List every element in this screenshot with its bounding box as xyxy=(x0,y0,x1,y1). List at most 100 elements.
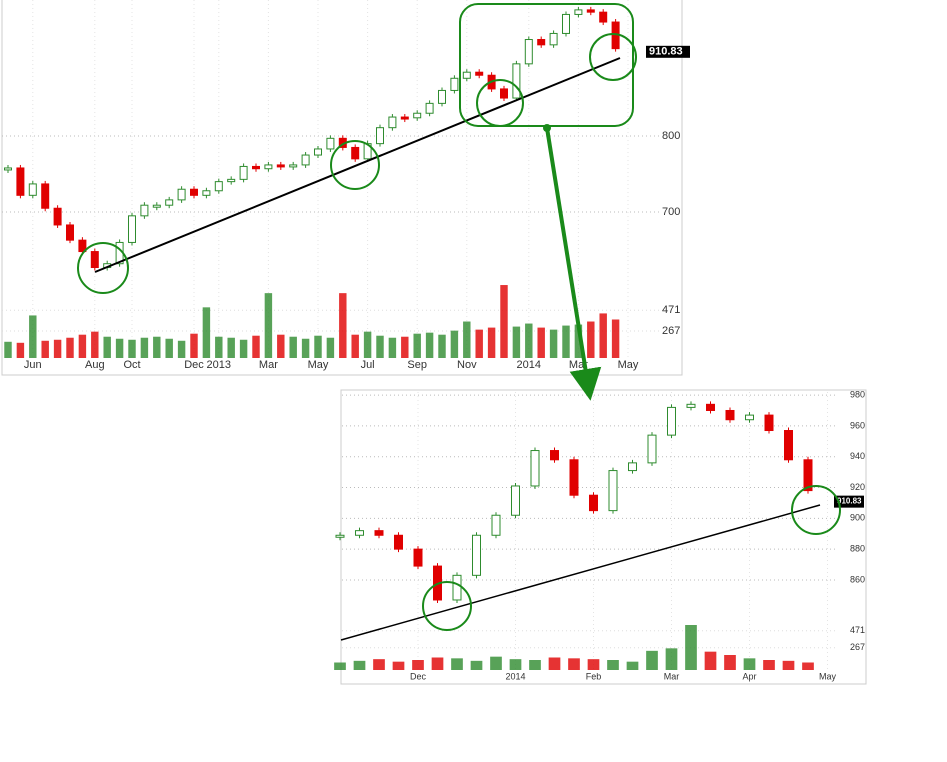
candle xyxy=(608,470,618,512)
volume-bar xyxy=(227,337,235,358)
candle xyxy=(165,199,174,206)
volume-bar xyxy=(470,660,483,670)
candle xyxy=(374,530,384,536)
candle xyxy=(803,459,813,492)
volume-bar xyxy=(413,333,421,358)
volume-bar xyxy=(376,335,384,358)
candle xyxy=(53,207,62,226)
candle xyxy=(239,165,248,180)
volume-bar xyxy=(339,293,347,358)
candle xyxy=(16,167,25,196)
volume-bar xyxy=(438,334,446,358)
candle xyxy=(227,178,236,183)
candle xyxy=(686,403,696,408)
candle xyxy=(491,514,501,536)
y-tick-label: 920 xyxy=(850,482,865,492)
volume-bar xyxy=(802,662,814,670)
candle xyxy=(512,63,521,99)
candle xyxy=(351,146,360,160)
volume-bar xyxy=(587,321,595,358)
candle xyxy=(326,137,335,150)
volume-bar xyxy=(128,339,136,358)
volume-bar xyxy=(425,332,434,358)
candle xyxy=(586,9,595,13)
volume-bar xyxy=(607,660,619,670)
candle xyxy=(524,39,533,65)
volume-bar xyxy=(177,340,186,358)
candle xyxy=(475,71,484,76)
x-tick-label: Dec xyxy=(184,359,204,371)
volume-bar xyxy=(704,651,717,670)
candle xyxy=(550,450,559,461)
volume-bar xyxy=(412,660,424,670)
candle xyxy=(214,181,223,192)
volume-bar xyxy=(289,336,297,358)
volume-bar xyxy=(41,340,49,358)
volume-bar xyxy=(587,659,600,670)
volume-bar xyxy=(463,321,471,358)
candle xyxy=(452,574,462,601)
volume-bar xyxy=(509,659,522,670)
candle xyxy=(425,102,434,114)
volume-bar xyxy=(351,334,359,358)
volume-bar xyxy=(450,330,459,358)
candle xyxy=(725,409,735,421)
y-tick-label: 940 xyxy=(850,451,865,461)
candle xyxy=(388,116,397,129)
y2-tick-label: 471 xyxy=(662,304,680,316)
last-price-label: 910.83 xyxy=(649,46,683,58)
x-tick-label: 2014 xyxy=(505,671,525,681)
x-tick-label: Jun xyxy=(24,359,42,371)
volume-bar xyxy=(562,325,570,358)
candle xyxy=(511,485,520,516)
x-tick-label: Dec xyxy=(410,671,427,681)
candle xyxy=(549,32,558,46)
x-tick-label: Apr xyxy=(742,671,756,681)
volume-bar xyxy=(252,335,260,358)
volume-bar xyxy=(66,337,74,358)
volume-bar xyxy=(401,336,409,358)
candle xyxy=(745,414,754,421)
volume-bar xyxy=(537,327,545,358)
candle xyxy=(574,9,583,15)
candle xyxy=(500,88,508,99)
y-tick-label: 980 xyxy=(850,389,865,399)
candle xyxy=(140,204,149,217)
y-tick-label: 800 xyxy=(662,130,680,142)
volume-bar xyxy=(475,329,483,358)
candle xyxy=(289,164,298,168)
volume-bar xyxy=(326,337,335,358)
candle xyxy=(335,534,345,538)
y2-tick-label: 471 xyxy=(850,625,865,635)
volume-bar xyxy=(91,331,99,358)
volume-bar xyxy=(665,648,678,670)
volume-bar xyxy=(646,650,658,670)
candle xyxy=(78,239,87,253)
volume-bar xyxy=(239,339,248,358)
volume-bar xyxy=(202,307,211,358)
trend-line xyxy=(94,57,621,273)
candle xyxy=(462,71,471,79)
volume-bar xyxy=(743,658,756,670)
last-price-marker xyxy=(834,495,864,508)
y-tick-label: 860 xyxy=(850,574,865,584)
candle xyxy=(264,164,273,170)
candle xyxy=(66,224,74,241)
candle xyxy=(562,13,570,34)
candle xyxy=(276,164,285,168)
volume-bar xyxy=(140,337,149,358)
volume-bar xyxy=(153,336,161,358)
x-tick-label: Nov xyxy=(457,359,477,371)
volume-bar xyxy=(277,334,285,358)
volume-bar xyxy=(548,657,561,670)
volume-bar xyxy=(487,327,496,358)
x-tick-label: 2014 xyxy=(517,359,541,371)
volume-bar xyxy=(264,293,273,358)
candle xyxy=(400,116,409,120)
volume-bar xyxy=(724,655,736,670)
candle xyxy=(569,459,579,496)
x-tick-label: May xyxy=(308,359,329,371)
candle xyxy=(90,251,99,269)
candle xyxy=(252,165,260,170)
y2-tick-label: 267 xyxy=(850,642,865,652)
